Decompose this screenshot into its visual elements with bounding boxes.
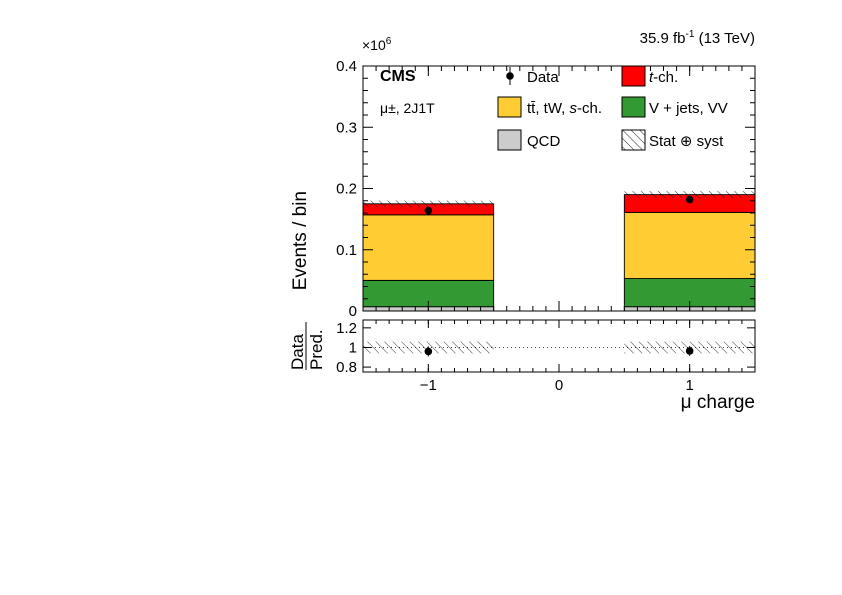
legend-label: V + jets, VV [649, 100, 728, 117]
legend-label: Stat ⊕ syst [649, 133, 724, 150]
legend-label: QCD [527, 133, 561, 150]
bar-tt-tw-s-ch--bin-0 [362, 214, 495, 281]
svg-text:Data: Data [288, 334, 307, 370]
y-tick-label: 0.1 [336, 242, 357, 259]
y-tick-label: 0.4 [336, 58, 357, 75]
legend: Data t-ch. tt̄, tW, s-ch. V + jets, VV QCD St… [497, 65, 728, 151]
ratio-y-axis-label: Data Pred. [288, 322, 326, 370]
channel-label: μ±, 2J1T [380, 100, 435, 116]
legend-swatch [497, 129, 522, 151]
legend-hatch-swatch [621, 129, 646, 151]
bar-tt-tw-s-ch--bin-1 [623, 211, 756, 279]
lumi-label: 35.9 fb-1 (13 TeV) [640, 29, 755, 47]
ratio-y-tick-label: 1.2 [336, 320, 357, 337]
scale-factor-label: ×106 [362, 36, 392, 53]
legend-swatch [621, 65, 646, 87]
uncertainty-band-bin-1 [624, 191, 755, 199]
svg-text:Pred.: Pred. [307, 329, 326, 370]
legend-swatch [621, 96, 646, 118]
uncertainty-band-bin-0 [363, 200, 494, 208]
x-tick-label: 1 [685, 377, 693, 394]
legend-label: Data [527, 69, 559, 86]
x-axis-label: μ charge [681, 392, 755, 413]
x-tick-label: 0 [555, 377, 563, 394]
legend-label: tt̄, tW, s-ch. [527, 100, 602, 117]
cms-label: CMS [380, 68, 416, 85]
y-tick-label: 0.2 [336, 181, 357, 198]
x-tick-label: −1 [420, 377, 437, 394]
y-tick-label: 0 [349, 303, 357, 320]
y-axis-label: Events / bin [290, 191, 311, 290]
y-tick-label: 0.3 [336, 119, 357, 136]
ratio-y-tick-label: 0.8 [336, 359, 357, 376]
ratio-y-tick-label: 1 [349, 339, 357, 356]
legend-label: t-ch. [649, 69, 678, 86]
legend-swatch [497, 96, 522, 118]
